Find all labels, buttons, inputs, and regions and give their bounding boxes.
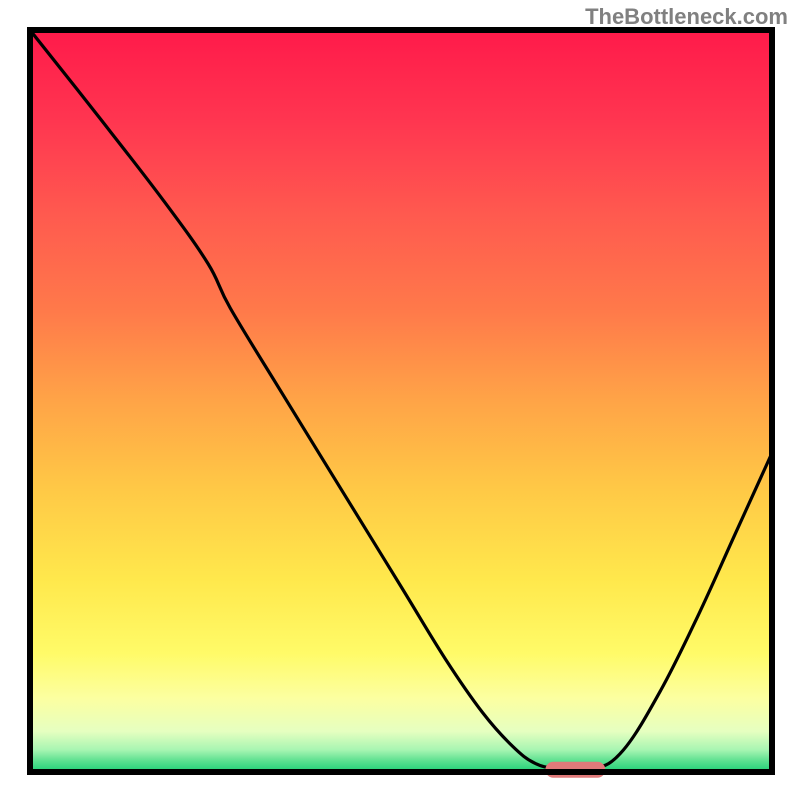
gradient-background <box>30 30 772 772</box>
chart-container: TheBottleneck.com <box>0 0 800 800</box>
bottleneck-chart <box>0 0 800 800</box>
watermark-text: TheBottleneck.com <box>585 4 788 30</box>
